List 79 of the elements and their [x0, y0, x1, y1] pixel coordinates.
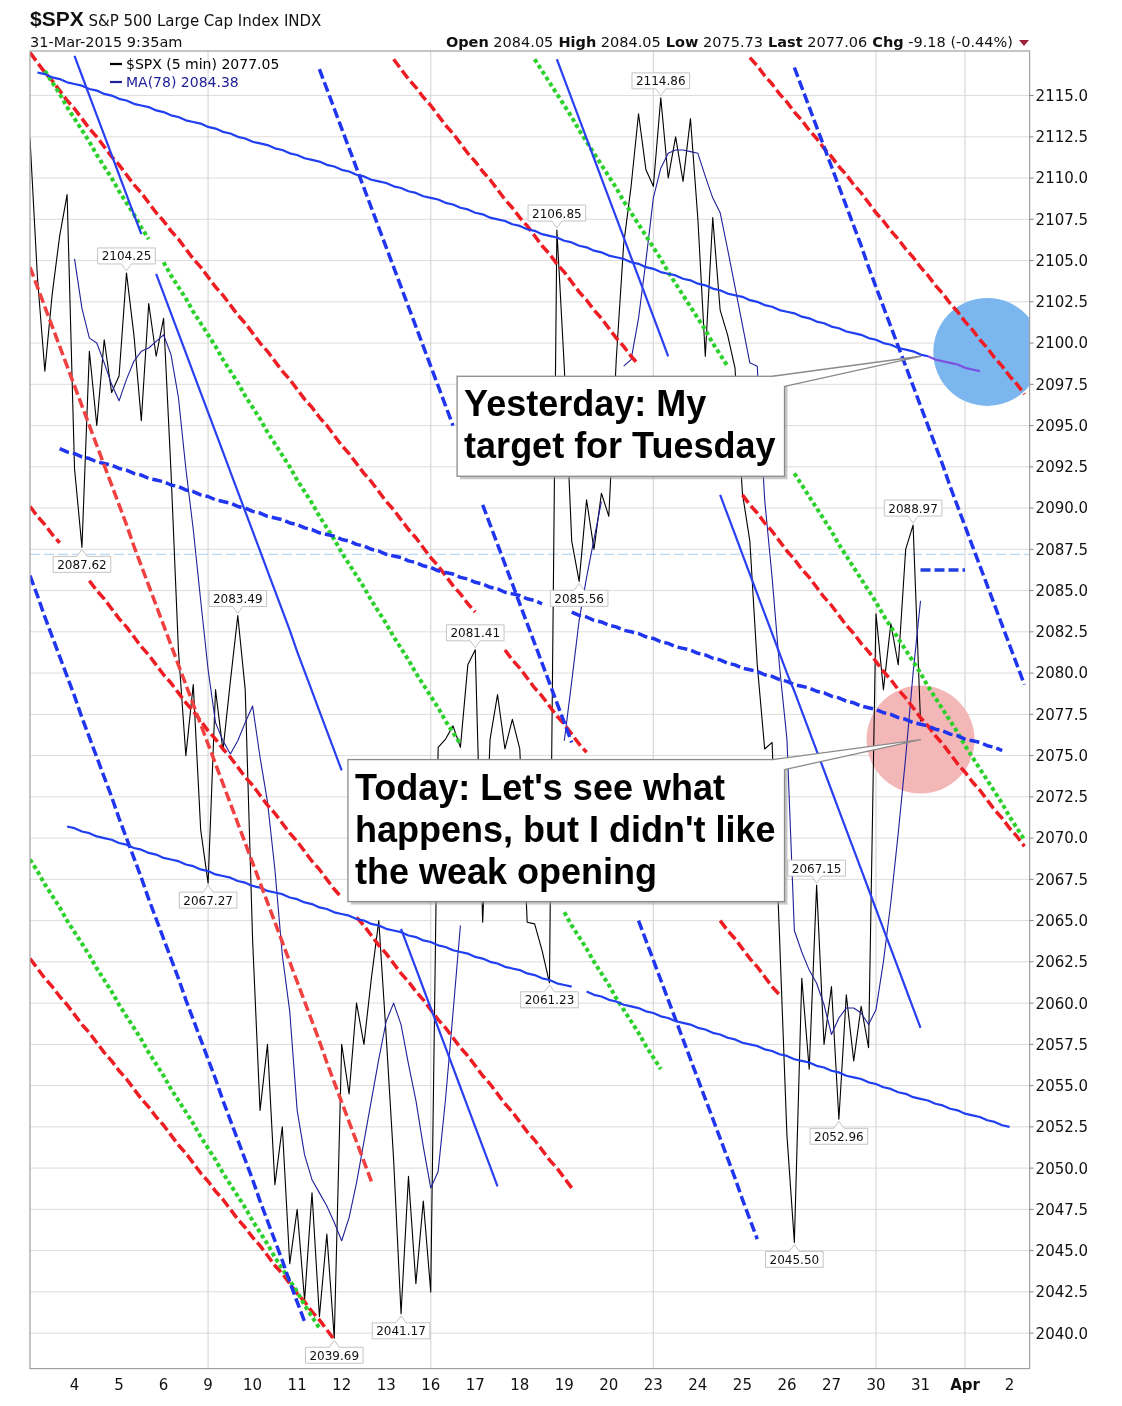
- data-label: 2041.17: [376, 1324, 426, 1339]
- x-tick-label: Apr: [950, 1375, 981, 1394]
- y-tick-label: 2105.0: [1035, 251, 1089, 270]
- y-tick-label: 2097.5: [1035, 375, 1089, 394]
- y-tick-label: 2112.5: [1035, 128, 1089, 147]
- data-label: 2087.62: [57, 557, 107, 572]
- y-tick-label: 2052.5: [1035, 1118, 1089, 1137]
- y-tick-label: 2070.0: [1035, 829, 1089, 848]
- y-tick-label: 2100.0: [1035, 334, 1089, 353]
- legend-label: MA(78) 2084.38: [126, 74, 239, 90]
- chart-subtitle: 31-Mar-2015 9:35am: [30, 34, 183, 50]
- x-tick-label: 27: [821, 1375, 842, 1394]
- data-label: 2085.56: [554, 591, 604, 606]
- y-tick-label: 2102.5: [1035, 293, 1089, 312]
- data-label: 2039.69: [309, 1348, 360, 1363]
- y-tick-label: 2075.0: [1035, 746, 1089, 765]
- chart-title: $SPX S&P 500 Large Cap Index INDX: [30, 7, 322, 30]
- x-tick-label: 23: [643, 1375, 663, 1394]
- x-tick-label: 19: [554, 1375, 574, 1394]
- x-tick-label: 17: [465, 1375, 485, 1394]
- data-label: 2114.86: [635, 74, 686, 89]
- data-label: 2052.96: [814, 1129, 864, 1144]
- y-tick-label: 2082.5: [1035, 623, 1089, 642]
- y-tick-label: 2107.5: [1035, 210, 1089, 229]
- data-label: 2083.49: [212, 592, 263, 606]
- data-label: 2067.15: [791, 861, 842, 876]
- line-series: [30, 956, 337, 1342]
- x-tick-label: 20: [599, 1375, 619, 1394]
- annotation: Today: Let's see what happens, but I didn't like the weak opening: [354, 766, 776, 892]
- y-tick-label: 2085.0: [1035, 581, 1089, 600]
- y-tick-label: 2060.0: [1035, 994, 1089, 1013]
- y-tick-label: 2047.5: [1035, 1200, 1089, 1219]
- line-series: [30, 857, 322, 1331]
- y-tick-label: 2040.0: [1035, 1324, 1089, 1343]
- x-tick-label: 13: [376, 1375, 396, 1394]
- x-tick-label: 16: [421, 1375, 441, 1394]
- y-tick-label: 2065.0: [1035, 912, 1089, 930]
- y-tick-label: 2115.0: [1035, 86, 1089, 105]
- data-label: 2061.23: [524, 993, 575, 1008]
- x-tick-label: 6: [158, 1375, 169, 1394]
- y-tick-label: 2090.0: [1035, 499, 1089, 518]
- x-tick-label: 5: [114, 1375, 124, 1394]
- y-tick-label: 2050.0: [1035, 1159, 1089, 1178]
- x-tick-label: 12: [332, 1375, 352, 1394]
- text: Open 2084.05 High 2084.05 Low 2075.73 Last 2077.06 Chg -9.18 (-0.44%): [445, 34, 1013, 50]
- x-tick-label: 30: [866, 1375, 886, 1394]
- x-tick-label: 2: [1004, 1375, 1015, 1394]
- x-tick-label: 18: [510, 1375, 530, 1394]
- line-series: [748, 55, 1027, 396]
- legend-label: $SPX (5 min) 2077.05: [126, 56, 280, 72]
- y-tick-label: 2072.5: [1035, 788, 1089, 807]
- line-series: [926, 355, 981, 373]
- y-tick-label: 2092.5: [1035, 458, 1089, 477]
- y-tick-label: 2077.5: [1035, 705, 1089, 724]
- y-tick-label: 2045.0: [1035, 1242, 1089, 1261]
- annotation: Yesterday: My target for Tuesday: [464, 383, 776, 467]
- y-tick-label: 2095.0: [1035, 416, 1089, 435]
- x-tick-label: 24: [688, 1375, 708, 1394]
- y-tick-label: 2057.5: [1035, 1035, 1089, 1054]
- x-tick-label: 11: [287, 1375, 307, 1394]
- x-tick-label: 4: [69, 1375, 80, 1394]
- y-tick-label: 2087.5: [1035, 540, 1089, 559]
- x-tick-label: 25: [732, 1375, 752, 1394]
- x-tick-label: 9: [203, 1375, 213, 1394]
- data-label: 2081.41: [450, 626, 501, 641]
- y-tick-label: 2062.5: [1035, 953, 1089, 972]
- data-label: 2088.97: [888, 501, 938, 516]
- y-tick-label: 2042.5: [1035, 1283, 1089, 1302]
- x-tick-label: 10: [243, 1375, 263, 1394]
- data-label: 2106.85: [532, 206, 582, 221]
- y-tick-label: 2067.5: [1035, 870, 1089, 889]
- y-tick-label: 2110.0: [1035, 169, 1089, 188]
- data-label: 2067.27: [183, 893, 233, 908]
- data-label: 2104.25: [101, 249, 152, 264]
- x-tick-label: 26: [777, 1375, 797, 1394]
- data-label: 2045.50: [769, 1252, 820, 1267]
- x-tick-label: 31: [910, 1375, 931, 1394]
- y-tick-label: 2055.0: [1035, 1077, 1089, 1096]
- y-tick-label: 2080.0: [1035, 664, 1089, 683]
